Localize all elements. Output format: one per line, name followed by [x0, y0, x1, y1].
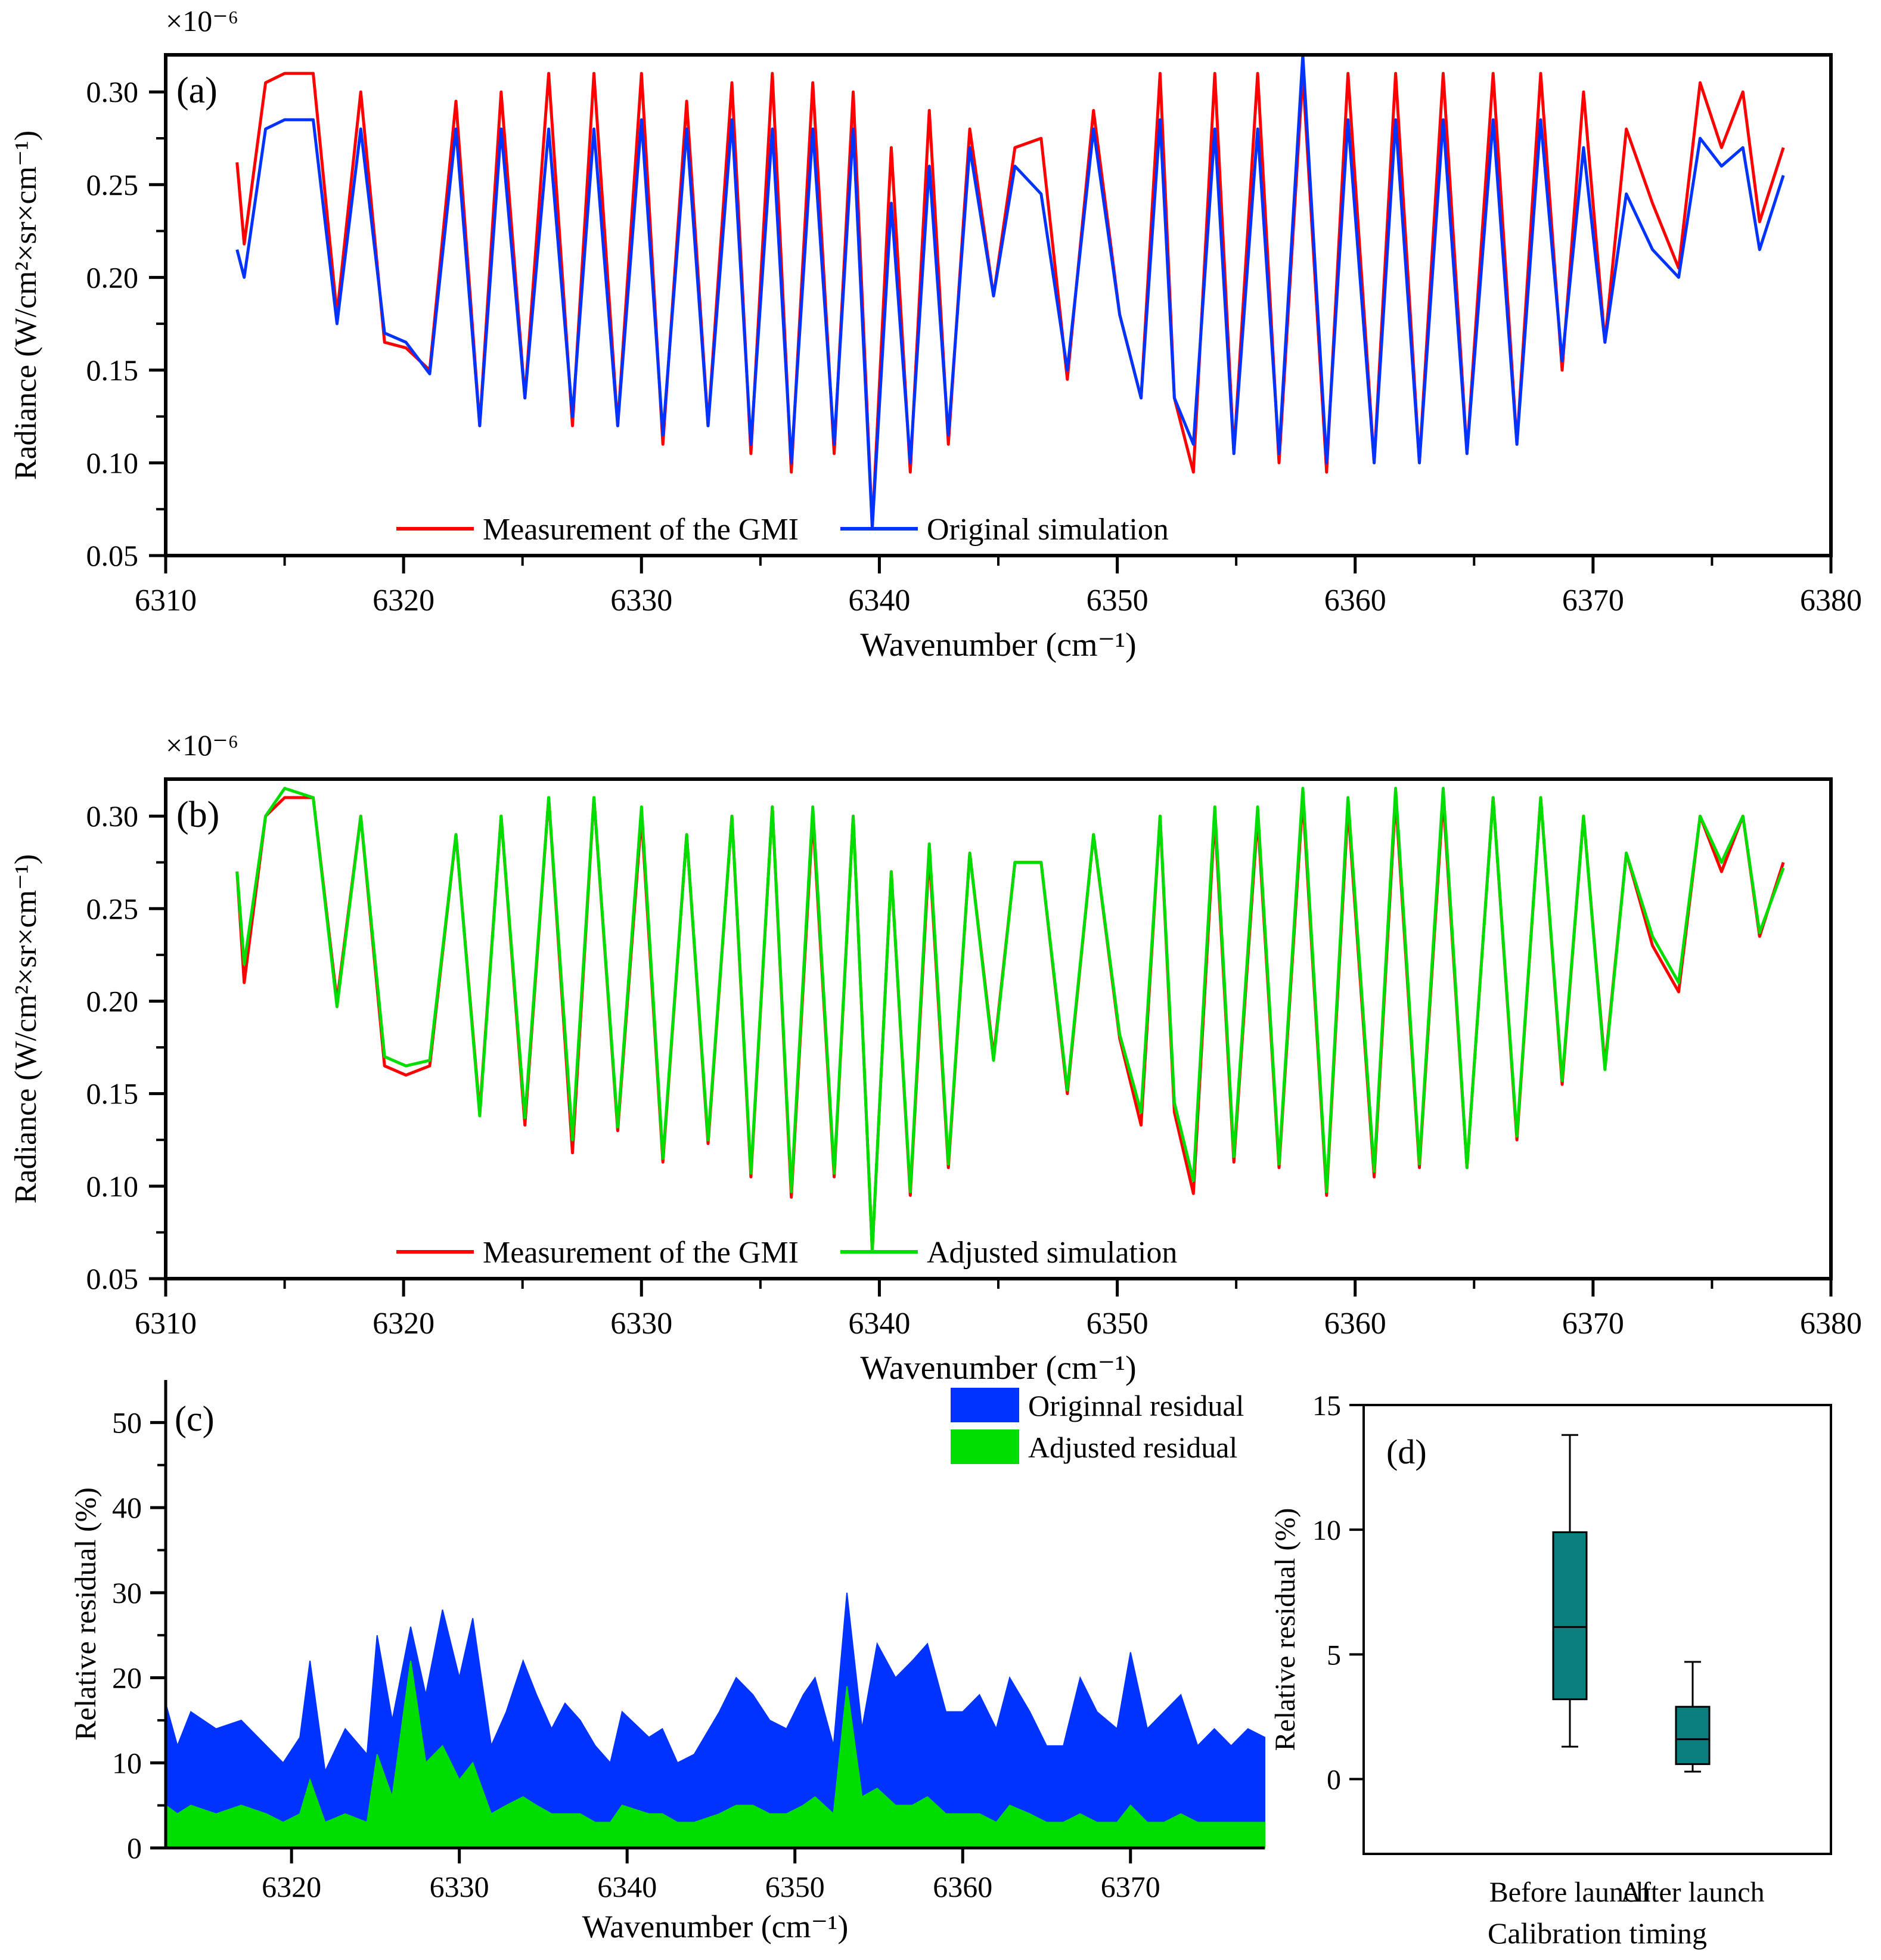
legend-label: Adjusted simulation — [927, 1236, 1177, 1270]
legend-label: Measurement of the GMI — [483, 513, 799, 547]
y-tick-label: 0.05 — [86, 539, 139, 572]
y-tick-label: 0.05 — [86, 1262, 139, 1295]
y-tick-label: 10 — [112, 1746, 142, 1779]
series-line-adjusted — [235, 787, 1785, 1252]
x-tick-label: 6370 — [1101, 1870, 1160, 1903]
x-tick-label: 6350 — [1087, 1307, 1149, 1341]
box-body — [1552, 1531, 1588, 1701]
panel-b-radiance-adjusted: 6310 6320 6330 6340 6350 6360 6370 6380 0.05 0.10… — [9, 728, 1862, 1387]
y-tick-label: 50 — [112, 1406, 142, 1439]
legend-label: Measurement of the GMI — [483, 1236, 799, 1270]
scale-factor-label: ×10⁻⁶ — [166, 4, 238, 38]
y-tick-label: 0.20 — [86, 984, 139, 1018]
y-tick-label: 0.15 — [86, 1077, 139, 1111]
box-body — [1675, 1705, 1711, 1765]
x-axis-label: Wavenumber (cm⁻¹) — [860, 627, 1136, 663]
x-tick-label: 6320 — [373, 1307, 434, 1341]
y-tick-label: 30 — [112, 1576, 142, 1609]
x-tick-label: 6330 — [610, 584, 672, 618]
panel-a-radiance-original: 6310 6320 6330 6340 6350 6360 6370 6380 0.05 0.10… — [9, 4, 1862, 663]
y-tick-label: 0.20 — [86, 260, 139, 294]
x-tick-label: 6350 — [765, 1870, 825, 1903]
y-tick-label: 0.10 — [86, 1170, 139, 1203]
x-tick-label: 6330 — [610, 1307, 672, 1341]
legend-swatch — [951, 1429, 1019, 1464]
x-tick-label: 6380 — [1800, 1307, 1862, 1341]
y-tick-label: 5 — [1327, 1639, 1341, 1671]
x-tick-label: 6350 — [1087, 584, 1149, 618]
y-tick-label: 40 — [112, 1491, 142, 1524]
x-axis-label: Wavenumber (cm⁻¹) — [860, 1350, 1136, 1387]
x-tick-label: 6310 — [135, 1307, 197, 1341]
x-axis-label: Wavenumber (cm⁻¹) — [582, 1909, 849, 1945]
x-tick-label: 6370 — [1562, 1307, 1624, 1341]
y-tick-label: 0.30 — [86, 75, 139, 108]
y-tick-label: 0 — [1327, 1764, 1341, 1796]
y-axis-label: Radiance (W/cm²×sr×cm⁻¹) — [9, 854, 43, 1204]
y-tick-label: 15 — [1312, 1390, 1341, 1422]
legend-label: Original simulation — [927, 513, 1169, 547]
y-axis-label: Relative residual (%) — [69, 1487, 102, 1741]
residual-area-original — [165, 1592, 1265, 1849]
x-category-label: After launch — [1621, 1877, 1764, 1908]
series-line-original — [235, 53, 1785, 529]
scale-factor-label: ×10⁻⁶ — [166, 728, 238, 762]
x-axis-label: Calibration timing — [1488, 1916, 1707, 1950]
x-tick-label: 6330 — [430, 1870, 489, 1903]
y-tick-label: 0.25 — [86, 168, 139, 201]
series-line-measurement — [235, 796, 1785, 1252]
y-axis-label: Radiance (W/cm²×sr×cm⁻¹) — [9, 131, 43, 480]
legend-label: Adjusted residual — [1028, 1431, 1237, 1464]
panel-label: (d) — [1386, 1432, 1427, 1471]
plot-frame — [1362, 1404, 1832, 1855]
panel-label: (a) — [176, 70, 218, 111]
y-tick-label: 0.10 — [86, 446, 139, 479]
legend-swatch — [951, 1388, 1019, 1422]
x-category-label: Before launch — [1489, 1877, 1651, 1908]
panel-label: (c) — [175, 1399, 215, 1438]
x-tick-label: 6310 — [135, 584, 197, 618]
x-tick-label: 6320 — [373, 584, 434, 618]
y-tick-label: 0 — [127, 1831, 142, 1865]
x-tick-label: 6340 — [597, 1870, 657, 1903]
x-tick-label: 6360 — [1324, 1307, 1386, 1341]
y-tick-label: 0.25 — [86, 892, 139, 925]
x-tick-label: 6360 — [933, 1870, 992, 1903]
panel-c-relative-residual: 6320 6330 6340 6350 6360 6370 0 10 20 30 40 50 Waven… — [69, 1380, 1265, 1945]
x-tick-label: 6370 — [1562, 584, 1624, 618]
y-tick-label: 0.30 — [86, 799, 139, 833]
x-tick-label: 6320 — [262, 1870, 321, 1903]
x-tick-label: 6360 — [1324, 584, 1386, 618]
y-tick-label: 10 — [1312, 1515, 1341, 1546]
y-axis-label: Relative residual (%) — [1269, 1508, 1301, 1751]
x-tick-label: 6340 — [848, 584, 910, 618]
y-tick-label: 0.15 — [86, 353, 139, 387]
x-tick-label: 6340 — [848, 1307, 910, 1341]
y-tick-label: 20 — [112, 1661, 142, 1695]
panel-label: (b) — [176, 795, 219, 835]
legend-label: Originnal residual — [1028, 1389, 1244, 1422]
residual-area-adjusted — [165, 1660, 1265, 1849]
x-tick-label: 6380 — [1800, 584, 1862, 618]
